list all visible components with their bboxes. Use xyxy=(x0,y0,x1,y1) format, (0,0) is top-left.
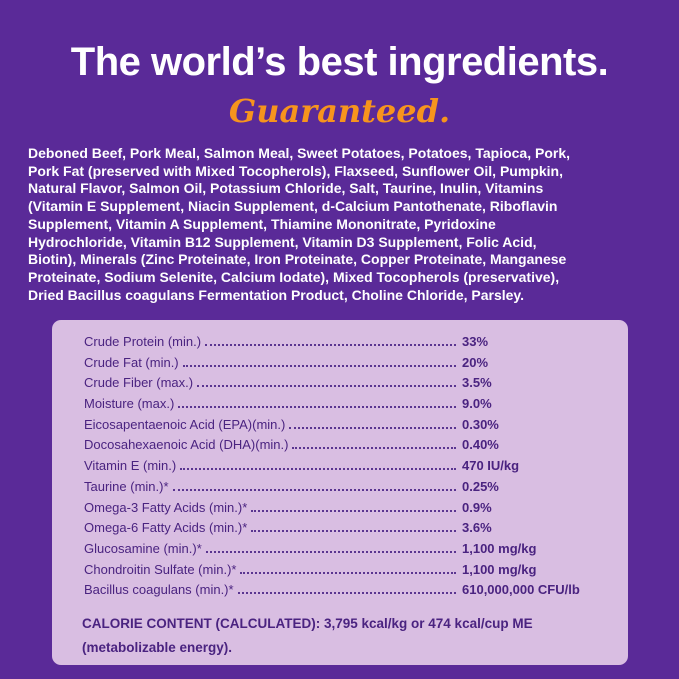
subheadline: Guaranteed. xyxy=(228,92,451,130)
analysis-row: Omega-6 Fatty Acids (min.)* 3.6% xyxy=(84,520,594,541)
analysis-row: Docosahexaenoic Acid (DHA)(min.) 0.40% xyxy=(84,437,594,458)
analysis-row: Bacillus coagulans (min.)* 610,000,000 CF… xyxy=(84,582,594,603)
nutrient-value: 33% xyxy=(462,334,489,349)
ingredients-line: Deboned Beef, Pork Meal, Salmon Meal, Sw… xyxy=(28,145,570,161)
ingredients-line: (Vitamin E Supplement, Niacin Supplement… xyxy=(28,198,558,215)
nutrient-label: Docosahexaenoic Acid (DHA)(min.) xyxy=(84,437,289,453)
guaranteed-analysis-panel: Crude Protein (min.) 33% Crude Fat (min.) 2… xyxy=(52,320,628,665)
dot-leader xyxy=(205,344,456,346)
nutrient-label: Vitamin E (min.) xyxy=(84,458,177,474)
analysis-row: Crude Fiber (max.) 3.5% xyxy=(84,375,594,396)
dot-leader xyxy=(205,550,456,553)
nutrient-value: 470 IU/kg xyxy=(462,458,520,474)
dot-leader xyxy=(292,447,456,450)
dot-leader xyxy=(251,530,456,533)
analysis-row: Vitamin E (min.) 470 IU/kg xyxy=(84,458,594,479)
nutrient-value: 9.0% xyxy=(462,396,492,412)
analysis-row: Crude Fat (min.) 20% xyxy=(84,355,594,376)
nutrient-label: Taurine (min.)* xyxy=(84,478,169,494)
nutrient-value: 0.25% xyxy=(462,478,499,494)
headline: The world’s best ingredients. xyxy=(70,40,609,84)
analysis-table: Crude Protein (min.) 33% Crude Fat (min.) 2… xyxy=(84,334,594,603)
analysis-row: Moisture (max.) 9.0% xyxy=(84,396,594,417)
dot-leader xyxy=(289,426,456,429)
dot-leader xyxy=(251,509,456,512)
dot-leader xyxy=(178,406,456,409)
dot-leader xyxy=(240,571,456,574)
analysis-row: Glucosamine (min.)* 1,100 mg/kg xyxy=(84,541,594,562)
calorie-line: (metabolizable energy). xyxy=(82,640,233,655)
nutrient-label: Omega-6 Fatty Acids (min.)* xyxy=(84,520,248,536)
calorie-line: CALORIE CONTENT (CALCULATED): 3,795 kcal… xyxy=(82,616,533,631)
dot-leader xyxy=(172,488,456,491)
nutrient-label: Eicosapentaenoic Acid (EPA)(min.) xyxy=(84,416,286,432)
nutrient-value: 610,000,000 CFU/lb xyxy=(462,582,580,598)
ingredients-line: Dried Bacillus coagulans Fermentation Pr… xyxy=(28,286,525,303)
nutrient-value: 0.40% xyxy=(462,437,499,453)
dot-leader xyxy=(197,385,456,388)
ingredients-line: Proteinate, Sodium Selenite, Calcium Iod… xyxy=(28,268,560,285)
analysis-row: Chondroitin Sulfate (min.)* 1,100 mg/kg xyxy=(84,562,594,583)
dot-leader xyxy=(180,468,456,471)
nutrient-value: 3.6% xyxy=(462,520,492,536)
analysis-row: Crude Protein (min.) 33% xyxy=(84,334,594,355)
nutrient-label: Omega-3 Fatty Acids (min.)* xyxy=(84,499,248,515)
nutrient-value: 0.30% xyxy=(462,416,499,432)
analysis-row: Eicosapentaenoic Acid (EPA)(min.) 0.30% xyxy=(84,417,594,438)
ingredients-line: Hydrochloride, Vitamin B12 Supplement, V… xyxy=(28,233,537,250)
analysis-row: Taurine (min.)* 0.25% xyxy=(84,479,594,500)
nutrient-label: Crude Fiber (max.) xyxy=(84,375,194,391)
analysis-row: Omega-3 Fatty Acids (min.)* 0.9% xyxy=(84,500,594,521)
nutrient-value: 3.5% xyxy=(462,375,492,391)
nutrient-label: Crude Fat (min.) xyxy=(84,354,179,370)
dot-leader xyxy=(182,364,456,367)
nutrient-value: 1,100 mg/kg xyxy=(462,540,537,556)
nutrient-label: Glucosamine (min.)* xyxy=(84,540,202,556)
ingredients-list: Deboned Beef, Pork Meal, Salmon Meal, Sw… xyxy=(28,145,570,304)
nutrient-label: Moisture (max.) xyxy=(84,396,175,412)
ingredients-line: Pork Fat (preserved with Mixed Tocophero… xyxy=(28,162,563,179)
dot-leader xyxy=(237,592,456,595)
nutrient-label: Crude Protein (min.) xyxy=(84,334,202,349)
nutrient-value: 1,100 mg/kg xyxy=(462,561,537,577)
nutrient-label: Bacillus coagulans (min.)* xyxy=(84,582,234,598)
nutrient-value: 20% xyxy=(462,354,489,370)
ingredients-line: Biotin), Minerals (Zinc Proteinate, Iron… xyxy=(28,251,567,268)
nutrient-label: Chondroitin Sulfate (min.)* xyxy=(84,561,237,577)
calorie-content: CALORIE CONTENT (CALCULATED): 3,795 kcal… xyxy=(82,612,602,660)
ingredients-line: Supplement, Vitamin A Supplement, Thiami… xyxy=(28,215,496,232)
ingredients-line: Natural Flavor, Salmon Oil, Potassium Ch… xyxy=(28,180,544,197)
nutrient-value: 0.9% xyxy=(462,499,492,515)
